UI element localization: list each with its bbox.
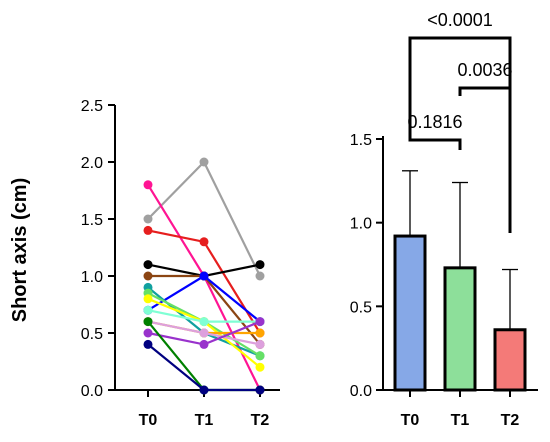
data-point (143, 339, 153, 349)
data-point (199, 271, 209, 281)
p-value-label: 0.0036 (457, 60, 512, 80)
data-point (255, 351, 265, 361)
x-tick-label: T1 (195, 412, 214, 429)
y-tick-label: 0.0 (81, 383, 103, 400)
data-point (143, 328, 153, 338)
bar-T2 (493, 328, 527, 392)
data-point (255, 328, 265, 338)
data-point (143, 294, 153, 304)
data-point (143, 180, 153, 190)
p-value-label: <0.0001 (427, 10, 493, 30)
x-tick-label: T2 (501, 412, 520, 429)
series-line (147, 160, 261, 277)
data-point (143, 225, 153, 235)
data-point (199, 157, 209, 167)
data-point (199, 237, 209, 247)
series-line (147, 343, 260, 392)
y-tick-label: 2.5 (81, 98, 103, 115)
bar-T1 (443, 266, 477, 392)
y-tick-label: 2.0 (81, 155, 103, 172)
data-point (199, 317, 209, 327)
bar-T0 (393, 234, 427, 392)
y-axis-label: Short axis (cm) (9, 178, 31, 322)
y-tick-label: 0.5 (350, 299, 372, 316)
paired-line-chart: Short axis (cm) 0.0 0.5 1.0 1.5 2.0 2.5 T0 T1 T… (9, 98, 280, 429)
significance-bracket: 0.1816 (407, 96, 463, 150)
y-tick-label: 1.0 (350, 216, 372, 233)
series-15 (143, 339, 265, 395)
data-point (143, 317, 153, 327)
data-point (255, 362, 265, 372)
x-tick-label: T0 (401, 412, 420, 429)
y-tick-label: 1.5 (350, 132, 372, 149)
data-point (255, 385, 265, 395)
data-point (255, 271, 265, 281)
data-point (143, 271, 153, 281)
series-13 (143, 317, 265, 349)
significance-bracket: 0.0036 (457, 60, 513, 233)
y-tick-label: 1.0 (81, 269, 103, 286)
bar-chart: 0.0 0.5 1.0 1.5 T0 T1 T2 <0.0001 0.0036 0.1816 (350, 10, 538, 429)
series-line (147, 274, 261, 323)
data-point (255, 317, 265, 327)
data-point (255, 339, 265, 349)
data-point (255, 260, 265, 270)
data-point (199, 328, 209, 338)
x-tick-label: T0 (139, 412, 158, 429)
series-2 (143, 180, 265, 395)
series-1 (143, 157, 265, 281)
data-point (143, 260, 153, 270)
data-point (143, 214, 153, 224)
x-tick-label: T1 (451, 412, 470, 429)
bracket-line (458, 86, 512, 233)
y-tick-label: 0.5 (81, 326, 103, 343)
data-point (143, 305, 153, 315)
y-tick-label: 1.5 (81, 212, 103, 229)
x-tick-label: T2 (251, 412, 270, 429)
data-point (199, 339, 209, 349)
p-value-label: 0.1816 (407, 112, 462, 132)
y-tick-label: 0.0 (350, 383, 372, 400)
bracket-line (408, 96, 462, 150)
data-point (199, 385, 209, 395)
